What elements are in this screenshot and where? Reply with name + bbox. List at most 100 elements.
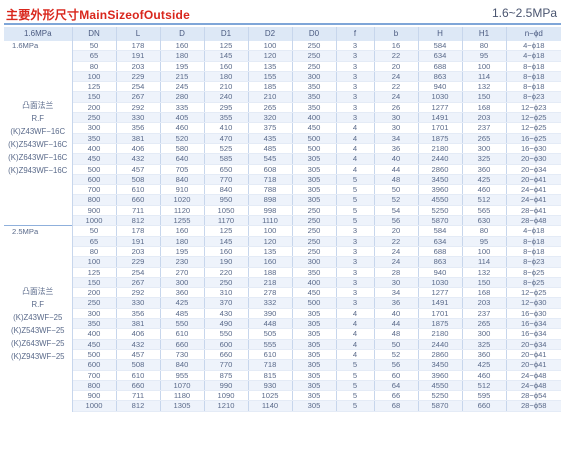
cell-d: 580 — [160, 143, 205, 155]
cell-bolt-holes: 24−ϕ41 — [506, 194, 561, 206]
cell-b: 36 — [374, 297, 419, 309]
cell-d0: 305 — [292, 184, 337, 196]
cell-d0: 350 — [292, 267, 337, 278]
cell-d1: 210 — [204, 81, 249, 93]
cell-l: 610 — [116, 184, 161, 196]
cell-f: 4 — [336, 153, 375, 165]
cell-bolt-holes: 28−ϕ41 — [506, 205, 561, 217]
cell-dn: 125 — [72, 267, 117, 278]
cell-dn: 250 — [72, 297, 117, 309]
cell-b: 48 — [374, 328, 419, 340]
cell-b: 40 — [374, 308, 419, 320]
cell-d1: 355 — [204, 112, 249, 124]
cell-d1: 250 — [204, 277, 249, 289]
header-pressure: 1.6MPa — [4, 27, 73, 41]
cell-d2: 718 — [248, 174, 293, 186]
cell-l: 292 — [116, 287, 161, 299]
cell-h: 2440 — [418, 339, 463, 350]
cell-dn: 150 — [72, 277, 117, 289]
cell-d1: 1050 — [204, 205, 249, 217]
cell-h: 2180 — [418, 143, 463, 155]
cell-bolt-holes: 12−ϕ25 — [506, 112, 561, 124]
cell-h: 1875 — [418, 318, 463, 330]
cell-f: 4 — [336, 328, 375, 340]
table-row: 凸面法兰 R.F (K)Z43WF−25 (K)Z543WF−25 (K)Z643WF−… — [4, 236, 561, 412]
cell-dn: 500 — [72, 349, 117, 361]
cell-d2: 898 — [248, 194, 293, 206]
cell-l: 457 — [116, 164, 161, 175]
table-row: 凸面法兰 R.F (K)Z43WF−16C (K)Z543WF−16C (K)Z643W… — [4, 50, 561, 226]
cell-h: 1030 — [418, 91, 463, 103]
cell-d: 840 — [160, 359, 205, 371]
cell-d2: 218 — [248, 277, 293, 289]
table-row: 350 381 550 490 448 305 4 44 1875 265 16−ϕ34 — [4, 318, 561, 330]
cell-d1: 145 — [204, 50, 249, 62]
table-row: 200 292 360 310 278 450 3 34 1277 168 12−ϕ25 — [4, 287, 561, 299]
cell-h: 2440 — [418, 153, 463, 165]
cell-h1: 114 — [462, 71, 507, 83]
table-body: 1.6MPa 50 178 160 125 100 250 3 16 584 80 4−ϕ18 凸面法兰… — [4, 41, 561, 412]
cell-d0: 250 — [292, 215, 337, 227]
cell-f: 3 — [336, 287, 375, 299]
cell-d: 1305 — [160, 400, 205, 412]
cell-d: 550 — [160, 318, 205, 330]
model-number: (K)Z43WF−16C — [10, 127, 66, 137]
cell-bolt-holes: 16−ϕ34 — [506, 318, 561, 330]
cell-d: 180 — [160, 50, 205, 62]
cell-b: 66 — [374, 390, 419, 402]
cell-h1: 630 — [462, 215, 507, 227]
cell-d: 1070 — [160, 380, 205, 392]
model-number: (K)Z43WF−25 — [13, 312, 63, 322]
cell-d1: 770 — [204, 174, 249, 186]
cell-d: 1120 — [160, 205, 205, 217]
cell-bolt-holes: 24−ϕ48 — [506, 370, 561, 381]
cell-d0: 305 — [292, 400, 337, 412]
cell-h1: 100 — [462, 61, 507, 72]
cell-f: 5 — [336, 215, 375, 227]
cell-l: 229 — [116, 71, 161, 83]
header-b: b — [374, 27, 419, 41]
cell-f: 4 — [336, 308, 375, 320]
cell-l: 191 — [116, 50, 161, 62]
cell-bolt-holes: 28−ϕ54 — [506, 390, 561, 402]
cell-h1: 300 — [462, 328, 507, 340]
cell-f: 3 — [336, 50, 375, 62]
cell-h1: 325 — [462, 339, 507, 350]
cell-d1: 650 — [204, 164, 249, 175]
cell-d: 360 — [160, 287, 205, 299]
cell-d2: 265 — [248, 102, 293, 114]
cell-l: 203 — [116, 61, 161, 72]
cell-d0: 305 — [292, 380, 337, 392]
cell-f: 3 — [336, 256, 375, 268]
table-row: 300 356 485 430 390 305 4 40 1701 237 16−ϕ30 — [4, 308, 561, 320]
cell-h1: 325 — [462, 153, 507, 165]
cell-d: 230 — [160, 256, 205, 268]
cell-d: 245 — [160, 81, 205, 93]
cell-b: 60 — [374, 370, 419, 381]
cell-d: 485 — [160, 308, 205, 320]
table-row: 700 610 910 840 788 305 5 50 3960 460 24−ϕ41 — [4, 184, 561, 196]
cell-f: 4 — [336, 143, 375, 155]
cell-h: 634 — [418, 236, 463, 247]
cell-d2: 610 — [248, 349, 293, 361]
cell-dn: 800 — [72, 380, 117, 392]
page-title: 主要外形尺寸MainSizeofOutside — [6, 8, 190, 22]
cell-dn: 125 — [72, 81, 117, 93]
table-row: 900 711 1180 1090 1025 305 5 66 5250 595 28−ϕ54 — [4, 390, 561, 402]
cell-h1: 360 — [462, 164, 507, 175]
cell-h1: 460 — [462, 184, 507, 196]
cell-bolt-holes: 8−ϕ18 — [506, 71, 561, 83]
cell-dn: 400 — [72, 328, 117, 340]
cell-dn: 900 — [72, 205, 117, 217]
cell-f: 3 — [336, 41, 375, 52]
cell-dn: 200 — [72, 102, 117, 114]
cell-bolt-holes: 8−ϕ25 — [506, 277, 561, 289]
table-row: 100 229 215 180 155 300 3 24 863 114 8−ϕ18 — [4, 71, 561, 83]
table-row: 450 432 660 600 555 305 4 50 2440 325 20−ϕ34 — [4, 339, 561, 350]
cell-h1: 132 — [462, 267, 507, 278]
cell-d: 955 — [160, 370, 205, 381]
cell-b: 34 — [374, 133, 419, 144]
cell-d2: 120 — [248, 50, 293, 62]
cell-dn: 300 — [72, 122, 117, 134]
cell-bolt-holes: 8−ϕ23 — [506, 91, 561, 103]
